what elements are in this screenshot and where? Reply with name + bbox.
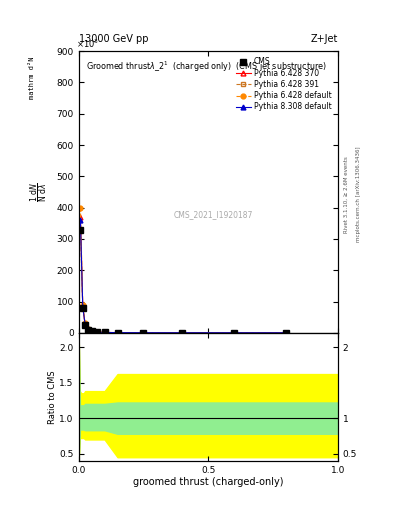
Text: 13000 GeV pp: 13000 GeV pp (79, 33, 148, 44)
Text: mcplots.cern.ch [arXiv:1306.3436]: mcplots.cern.ch [arXiv:1306.3436] (356, 147, 361, 242)
Text: Groomed thrust$\lambda\_2^1$  (charged only)  (CMS jet substructure): Groomed thrust$\lambda\_2^1$ (charged on… (86, 60, 327, 74)
Text: mathrm d²N: mathrm d²N (29, 57, 35, 99)
Text: Rivet 3.1.10, ≥ 2.6M events: Rivet 3.1.10, ≥ 2.6M events (344, 156, 349, 233)
Text: Z+Jet: Z+Jet (310, 33, 338, 44)
Text: $\times 10^3$: $\times 10^3$ (76, 37, 99, 50)
Y-axis label: Ratio to CMS: Ratio to CMS (48, 370, 57, 423)
Text: $\frac{1}{\mathrm{N}}\frac{\mathrm{d}N}{\mathrm{d}\lambda}$: $\frac{1}{\mathrm{N}}\frac{\mathrm{d}N}{… (29, 182, 50, 202)
X-axis label: groomed thrust (charged-only): groomed thrust (charged-only) (133, 477, 283, 487)
Legend: CMS, Pythia 6.428 370, Pythia 6.428 391, Pythia 6.428 default, Pythia 8.308 defa: CMS, Pythia 6.428 370, Pythia 6.428 391,… (233, 55, 334, 114)
Text: CMS_2021_I1920187: CMS_2021_I1920187 (174, 210, 253, 219)
